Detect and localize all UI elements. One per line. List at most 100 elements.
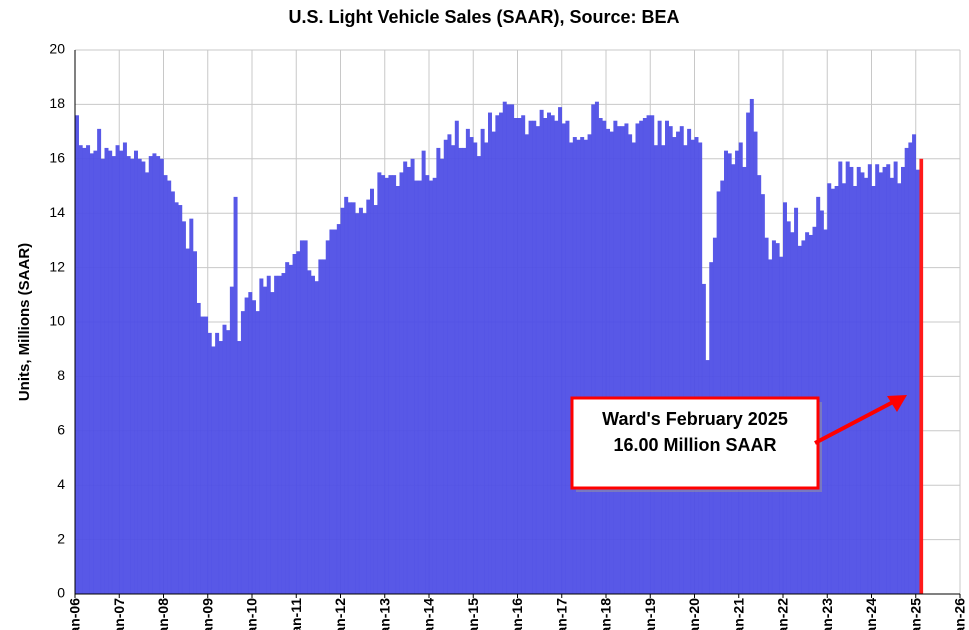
y-tick-label: 16 [49, 150, 65, 166]
bar [421, 150, 426, 594]
bar [366, 199, 371, 594]
bar [322, 259, 327, 594]
bar [834, 186, 839, 594]
bar [78, 145, 83, 594]
x-tick-label: Jan-08 [155, 598, 171, 630]
bar [381, 175, 386, 594]
bar [853, 186, 858, 594]
bar [665, 120, 669, 594]
bar [358, 207, 363, 594]
bar [159, 158, 164, 595]
bar [377, 172, 382, 594]
bar [417, 180, 422, 594]
bar [204, 316, 209, 594]
bar [510, 104, 515, 595]
bar [867, 164, 872, 595]
x-tick-label: Jan-15 [465, 598, 481, 630]
bar [639, 120, 644, 594]
bar [628, 134, 633, 594]
bar [218, 341, 223, 594]
bar [565, 120, 570, 594]
x-tick-label: Jan-16 [509, 598, 525, 630]
bar [344, 196, 349, 594]
bar [425, 175, 430, 594]
bar [882, 166, 887, 594]
bar [89, 153, 94, 595]
y-tick-label: 20 [49, 41, 65, 57]
bar [329, 229, 334, 594]
x-tick-label: Jan-22 [775, 598, 791, 630]
bar [270, 292, 275, 594]
bar [502, 101, 507, 595]
bar [915, 169, 920, 594]
bar [506, 104, 511, 595]
bar [100, 158, 105, 595]
bar [731, 164, 736, 595]
bar [524, 134, 529, 594]
bar [576, 139, 581, 594]
bar [878, 172, 883, 594]
bar [864, 177, 869, 594]
bar [602, 120, 607, 594]
bar [550, 115, 555, 594]
y-tick-label: 0 [57, 585, 65, 601]
bar [163, 175, 168, 594]
y-tick-label: 6 [57, 422, 65, 438]
x-tick-label: Jan-21 [730, 598, 746, 630]
bar [259, 278, 264, 594]
bar [429, 180, 433, 594]
bar [373, 205, 378, 595]
bar [716, 191, 721, 594]
bar [499, 112, 504, 594]
bar [141, 161, 146, 594]
bar [185, 248, 190, 594]
bar [587, 134, 592, 594]
bar [528, 120, 533, 594]
x-tick-label: Jan-12 [332, 598, 348, 630]
bar [277, 275, 282, 594]
bar [458, 147, 463, 595]
bar [266, 275, 271, 594]
x-tick-label: Jan-23 [819, 598, 835, 630]
bar [436, 147, 441, 595]
bar [657, 120, 662, 594]
bar [594, 101, 599, 595]
bar [749, 98, 754, 595]
bar [248, 292, 253, 594]
bar [340, 207, 345, 594]
bar [362, 213, 367, 594]
bar [661, 145, 666, 594]
annotation-text: 16.00 Million SAAR [613, 435, 776, 455]
bar [215, 332, 220, 594]
bar [465, 128, 470, 594]
bar [244, 297, 249, 594]
bar [111, 156, 116, 594]
bar [856, 166, 861, 594]
bar [606, 128, 610, 594]
bar [539, 109, 544, 594]
bar [620, 126, 625, 594]
bar [635, 123, 640, 594]
bar [473, 142, 478, 595]
bar [893, 161, 898, 594]
bar [845, 161, 850, 594]
bar [181, 221, 186, 595]
bar [351, 202, 356, 594]
bar [86, 145, 91, 594]
bar [683, 145, 688, 594]
bar [690, 139, 695, 594]
bar [432, 177, 437, 594]
bar [672, 137, 677, 595]
bar [174, 202, 179, 594]
bar [753, 131, 758, 594]
bar [285, 262, 290, 594]
y-tick-label: 18 [49, 95, 65, 111]
bar [735, 150, 740, 594]
bar [406, 166, 411, 594]
bar [687, 128, 692, 594]
bar [746, 112, 751, 594]
bar [676, 131, 681, 594]
annotation-arrow [814, 400, 894, 445]
bar [642, 118, 647, 594]
bar [454, 120, 459, 594]
